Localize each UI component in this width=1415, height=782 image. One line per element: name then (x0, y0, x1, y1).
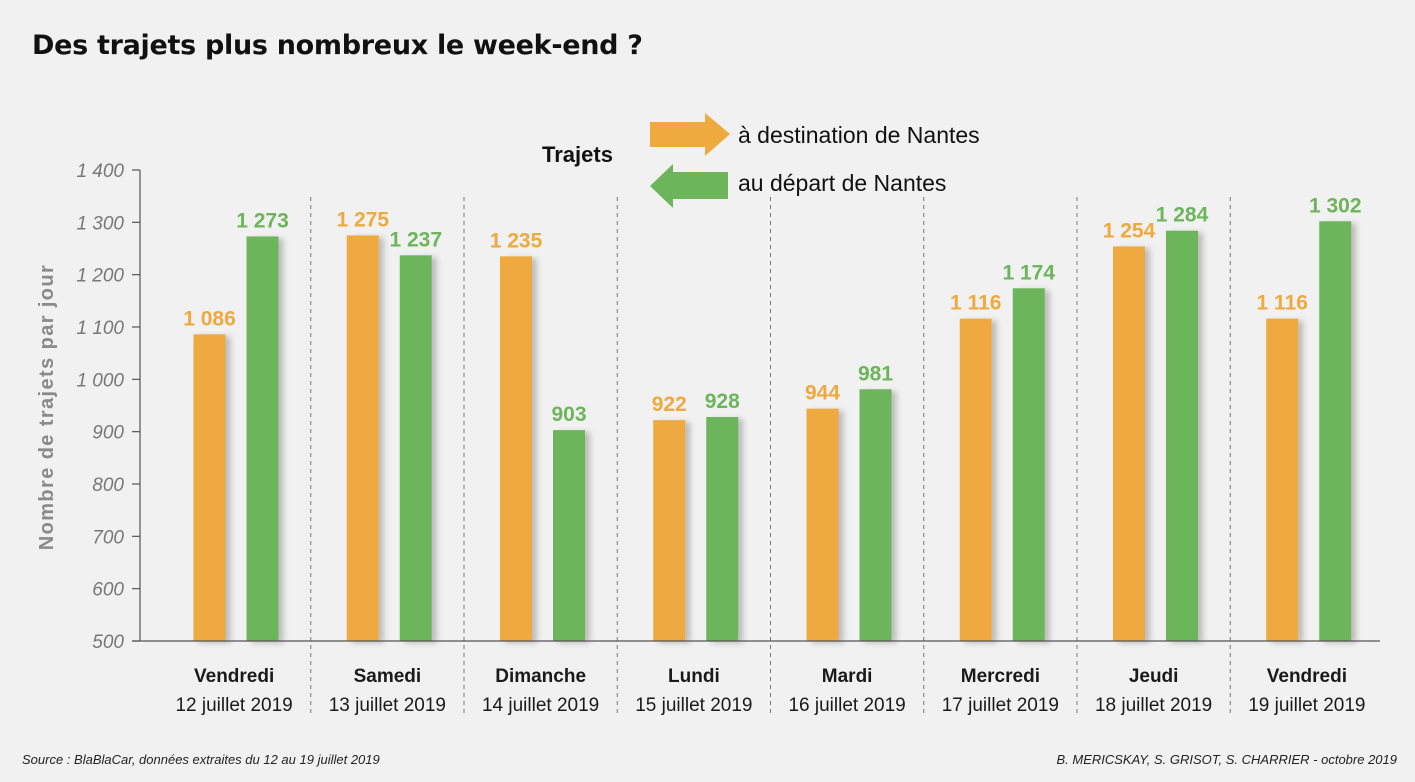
y-tick-label: 700 (92, 527, 124, 548)
y-tick-label: 600 (92, 580, 124, 601)
category-day-label: Samedi (354, 666, 422, 687)
arrow-left-icon (650, 164, 728, 208)
arrow-right-icon (650, 113, 730, 156)
value-label-to-nantes: 1 086 (183, 307, 236, 330)
value-label-from-nantes: 903 (551, 403, 586, 426)
category-day-label: Mercredi (961, 666, 1040, 687)
y-tick-label: 900 (92, 423, 124, 444)
y-tick-label: 1 000 (76, 370, 124, 391)
y-axis-title: Nombre de trajets par jour (36, 264, 58, 550)
value-label-to-nantes: 944 (805, 382, 840, 405)
category-day-label: Dimanche (495, 666, 586, 687)
value-label-from-nantes: 928 (705, 390, 740, 413)
category-date-label: 19 juillet 2019 (1248, 695, 1365, 716)
value-label-from-nantes: 1 284 (1156, 204, 1209, 227)
value-label-from-nantes: 1 237 (389, 228, 442, 251)
bar-to-nantes (959, 318, 992, 641)
bar-from-nantes (399, 255, 432, 641)
category-date-label: 12 juillet 2019 (175, 695, 292, 716)
credits-note: B. MERICSKAY, S. GRISOT, S. CHARRIER - o… (1056, 752, 1397, 767)
chart-title: Des trajets plus nombreux le week-end ? (32, 30, 643, 61)
category-date-label: 16 juillet 2019 (788, 695, 905, 716)
bar-to-nantes (193, 334, 226, 641)
category-day-label: Vendredi (1267, 666, 1347, 687)
category-day-label: Vendredi (194, 666, 274, 687)
value-label-from-nantes: 1 302 (1309, 194, 1362, 217)
category-date-label: 17 juillet 2019 (942, 695, 1059, 716)
bar-to-nantes (1266, 318, 1299, 641)
bar-to-nantes (500, 256, 532, 641)
value-label-to-nantes: 1 254 (1103, 219, 1156, 242)
value-label-to-nantes: 1 116 (950, 292, 1001, 315)
y-tick-label: 1 200 (76, 266, 124, 287)
value-label-from-nantes: 1 174 (1002, 261, 1055, 284)
legend-label-from-nantes: au départ de Nantes (738, 170, 946, 196)
category-date-label: 15 juillet 2019 (635, 695, 752, 716)
category-day-label: Mardi (822, 666, 873, 687)
bar-from-nantes (1319, 221, 1352, 641)
y-tick-label: 1 100 (76, 318, 124, 339)
value-label-to-nantes: 922 (652, 393, 687, 416)
bar-from-nantes (553, 430, 585, 641)
category-date-label: 14 juillet 2019 (482, 695, 599, 716)
bar-to-nantes (346, 235, 379, 641)
value-label-to-nantes: 1 235 (490, 229, 543, 252)
y-tick-label: 500 (92, 632, 124, 653)
bar-to-nantes (653, 420, 686, 641)
category-day-label: Jeudi (1129, 666, 1179, 687)
bar-from-nantes (246, 236, 279, 642)
category-date-label: 13 juillet 2019 (329, 695, 446, 716)
bar-from-nantes (706, 417, 739, 641)
source-note: Source : BlaBlaCar, données extraites du… (22, 752, 380, 767)
value-label-from-nantes: 981 (858, 362, 893, 385)
y-tick-label: 1 400 (76, 161, 124, 182)
legend-heading: Trajets (542, 142, 613, 167)
bar-to-nantes (1113, 246, 1145, 641)
value-label-from-nantes: 1 273 (236, 209, 289, 232)
category-date-label: 18 juillet 2019 (1095, 695, 1212, 716)
bar-from-nantes (1166, 230, 1198, 641)
bar-to-nantes (806, 408, 839, 641)
y-tick-label: 1 300 (76, 213, 124, 234)
value-label-to-nantes: 1 275 (336, 208, 389, 231)
y-tick-label: 800 (92, 475, 124, 496)
bar-from-nantes (1012, 288, 1045, 641)
value-label-to-nantes: 1 116 (1257, 292, 1308, 315)
legend-label-to-nantes: à destination de Nantes (738, 122, 980, 148)
category-day-label: Lundi (668, 666, 720, 687)
bar-from-nantes (859, 389, 892, 641)
